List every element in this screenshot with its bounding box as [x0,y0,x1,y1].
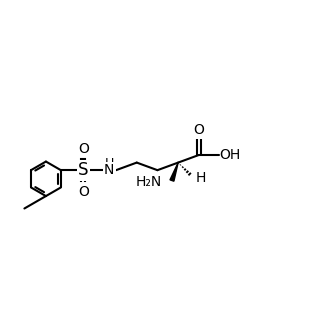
Text: O: O [78,142,89,156]
Text: O: O [78,184,89,199]
Text: H: H [104,157,114,170]
Polygon shape [170,163,178,181]
Text: S: S [78,161,88,179]
Text: OH: OH [219,148,241,162]
Text: N: N [104,163,114,177]
Text: H: H [195,171,206,185]
Text: H₂N: H₂N [135,175,162,189]
Text: O: O [193,123,204,137]
